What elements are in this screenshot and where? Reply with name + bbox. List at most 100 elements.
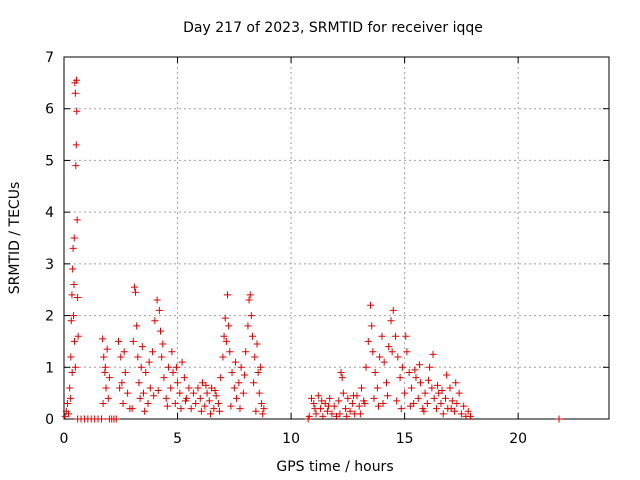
data-point: [251, 353, 259, 361]
y-axis-tick-labels: 0 1 2 3 4 5 6 7: [45, 50, 54, 428]
x-axis-tick-labels: 0 5 10 15 20: [60, 431, 528, 447]
data-point: [116, 384, 124, 392]
data-point: [171, 399, 179, 407]
data-point: [115, 337, 122, 345]
data-point: [150, 392, 158, 400]
x-tick-label: 0: [60, 431, 69, 447]
data-point: [194, 384, 202, 392]
y-tick-label: 5: [45, 153, 54, 169]
data-point: [254, 368, 262, 376]
data-point: [338, 374, 346, 382]
data-point: [253, 340, 261, 348]
data-point: [151, 317, 159, 325]
data-point: [66, 384, 74, 392]
data-point: [424, 376, 432, 384]
data-point: [70, 337, 78, 345]
data-point: [414, 394, 422, 402]
data-point: [112, 415, 120, 423]
data-point: [464, 407, 472, 415]
data-point: [379, 399, 387, 407]
data-point: [357, 384, 365, 392]
data-point: [361, 399, 369, 407]
data-point: [428, 384, 436, 392]
data-point: [189, 389, 197, 397]
data-point: [244, 322, 252, 330]
data-point: [446, 384, 454, 392]
data-point: [339, 389, 347, 397]
data-point: [305, 412, 313, 420]
data-point: [224, 291, 231, 299]
data-point: [174, 379, 182, 387]
data-point: [443, 371, 451, 379]
data-point: [73, 216, 81, 224]
data-point: [394, 353, 402, 361]
data-point: [430, 394, 438, 402]
plot-frame: [63, 56, 610, 420]
data-point: [312, 410, 320, 418]
data-point: [105, 374, 113, 382]
data-point: [348, 399, 356, 407]
data-point: [72, 141, 80, 149]
data-point: [217, 374, 225, 382]
data-point: [346, 407, 354, 415]
data-point: [177, 405, 185, 413]
data-point: [405, 368, 413, 376]
data-point: [439, 410, 447, 418]
data-point: [442, 394, 449, 402]
data-point: [210, 405, 218, 413]
data-point: [167, 384, 175, 392]
data-point: [137, 363, 145, 371]
data-point: [142, 368, 150, 376]
data-point: [237, 363, 245, 371]
data-point: [163, 402, 171, 410]
data-point: [248, 332, 256, 340]
data-point: [222, 337, 230, 345]
data-point: [63, 399, 71, 407]
data-point: [392, 332, 400, 340]
data-point: [74, 293, 82, 301]
data-point: [226, 348, 234, 356]
data-point: [225, 322, 233, 330]
data-point: [196, 394, 204, 402]
data-point: [310, 399, 318, 407]
data-point: [159, 340, 167, 348]
data-point: [71, 89, 79, 97]
data-point: [326, 394, 334, 402]
data-point: [382, 379, 390, 387]
data-point: [417, 379, 425, 387]
data-point: [252, 407, 260, 415]
data-point: [343, 412, 351, 420]
data-point: [72, 76, 80, 84]
data-point: [201, 402, 209, 410]
data-point: [73, 107, 81, 115]
data-point: [319, 412, 327, 420]
data-point: [129, 337, 137, 345]
data-point: [132, 288, 140, 296]
data-point: [162, 394, 170, 402]
data-point: [385, 343, 393, 351]
data-point: [145, 358, 153, 366]
data-point: [337, 368, 345, 376]
data-point: [364, 337, 372, 345]
data-point: [197, 407, 205, 415]
data-point: [176, 389, 184, 397]
data-point: [432, 405, 440, 413]
data-point: [236, 405, 244, 413]
data-point: [68, 368, 76, 376]
data-point: [133, 322, 141, 330]
data-point: [102, 384, 110, 392]
y-tick-label: 2: [45, 309, 54, 325]
data-point: [227, 402, 235, 410]
y-tick-label: 6: [45, 102, 54, 118]
data-point: [158, 353, 166, 361]
data-point: [323, 407, 331, 415]
data-point: [246, 291, 254, 299]
data-point: [168, 348, 176, 356]
data-point: [350, 392, 358, 400]
data-point: [373, 384, 381, 392]
grid-lines: [64, 57, 609, 419]
data-point: [233, 394, 241, 402]
data-point: [256, 363, 264, 371]
data-point: [407, 384, 415, 392]
